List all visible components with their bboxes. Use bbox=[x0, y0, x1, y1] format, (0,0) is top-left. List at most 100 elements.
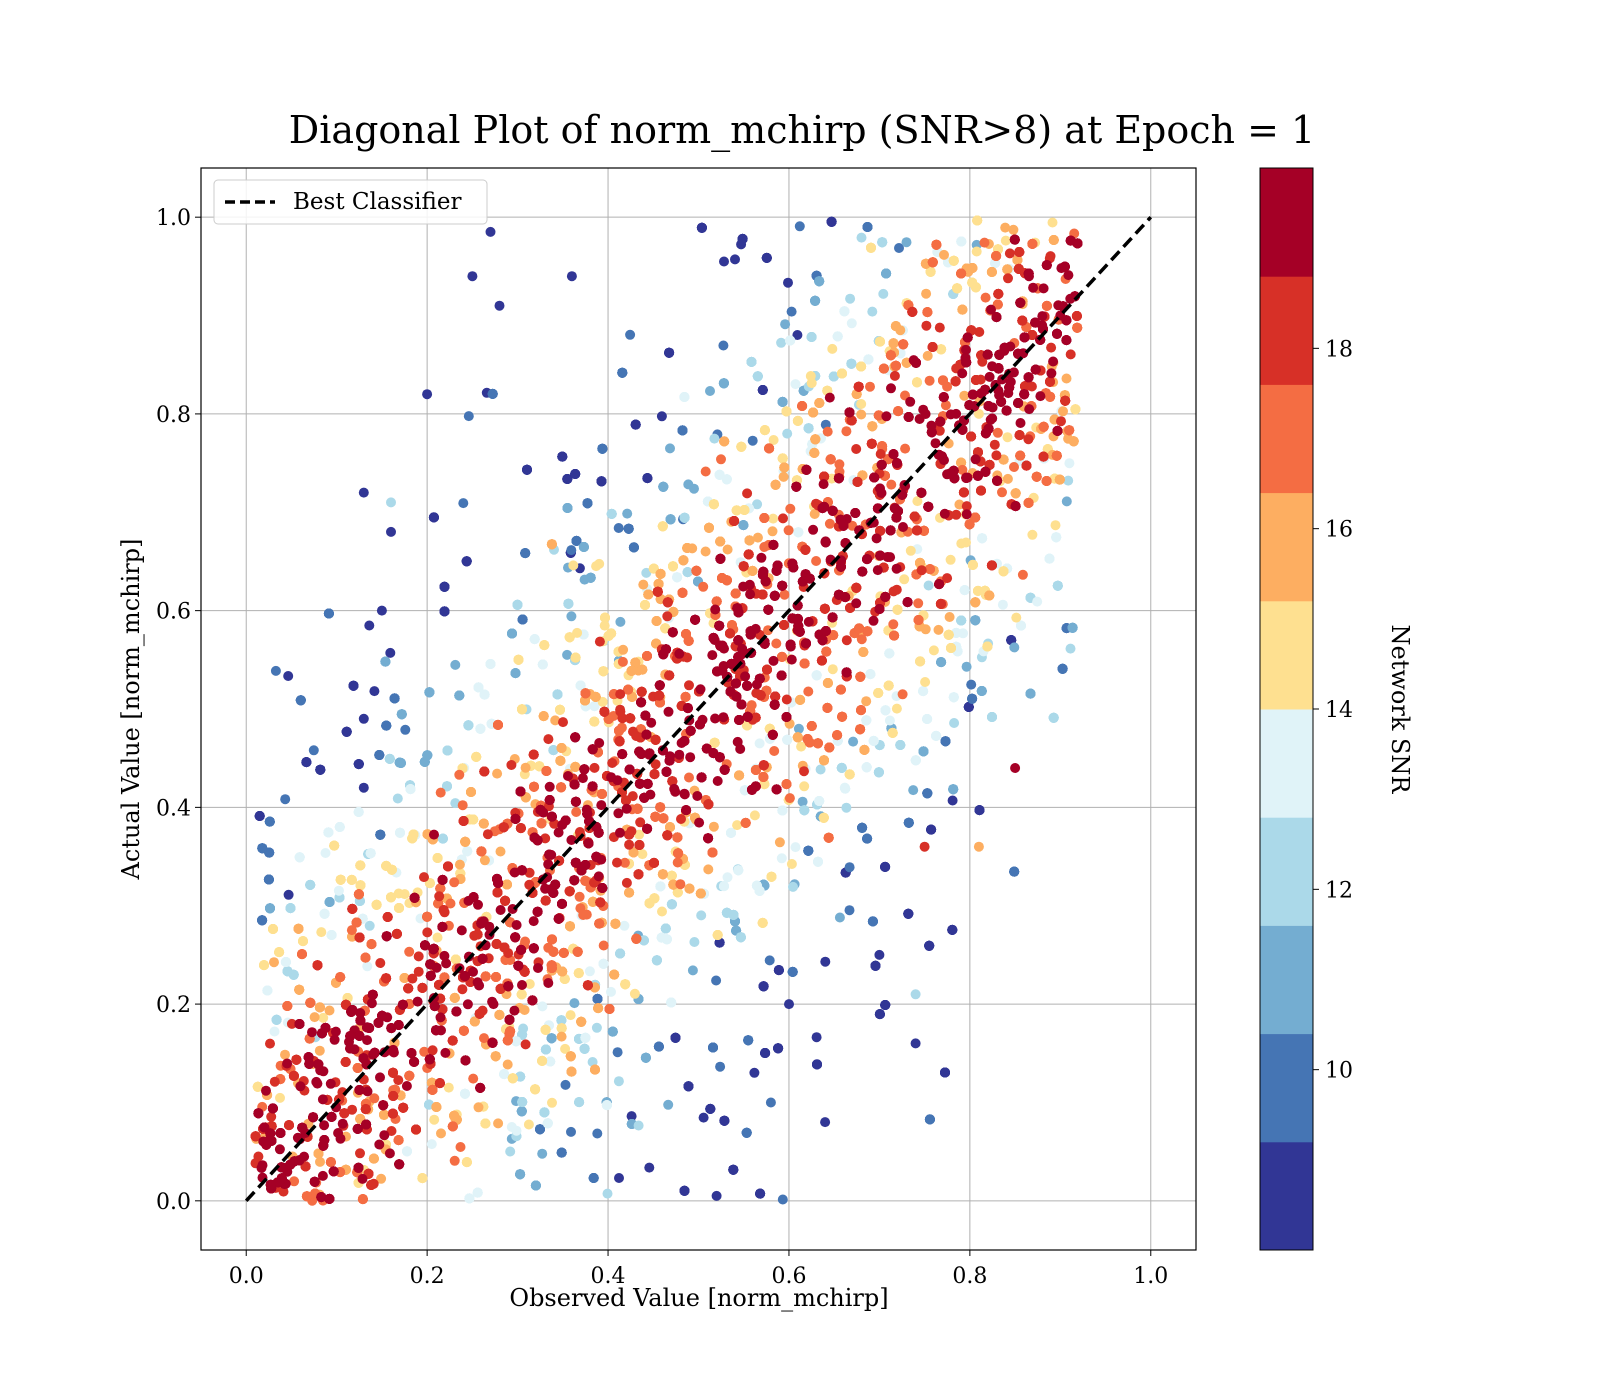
scatter-point bbox=[820, 956, 831, 967]
scatter-point bbox=[614, 1173, 624, 1183]
scatter-point bbox=[766, 871, 777, 882]
scatter-point bbox=[1032, 596, 1043, 607]
scatter-point bbox=[901, 237, 912, 248]
scatter-point bbox=[502, 1059, 513, 1070]
scatter-point bbox=[689, 937, 700, 947]
scatter-point bbox=[570, 469, 581, 479]
scatter-point bbox=[466, 787, 476, 797]
scatter-point bbox=[394, 757, 405, 768]
scatter-point bbox=[574, 1097, 585, 1108]
scatter-point bbox=[665, 514, 676, 525]
scatter-point bbox=[319, 908, 330, 919]
scatter-point bbox=[761, 252, 772, 263]
scatter-point bbox=[274, 947, 285, 958]
scatter-point bbox=[841, 802, 852, 813]
scatter-point bbox=[633, 1120, 644, 1131]
scatter-point bbox=[439, 581, 450, 592]
scatter-point bbox=[644, 898, 655, 909]
scatter-point bbox=[454, 690, 465, 701]
scatter-point bbox=[1050, 520, 1061, 531]
scatter-point bbox=[664, 347, 675, 358]
scatter-point bbox=[711, 975, 722, 986]
scatter-point bbox=[832, 730, 843, 741]
scatter-point bbox=[977, 533, 988, 544]
scatter-point bbox=[920, 677, 931, 687]
scatter-point bbox=[494, 300, 505, 311]
scatter-point bbox=[767, 526, 778, 537]
scatter-point bbox=[708, 821, 719, 832]
scatter-point bbox=[790, 379, 801, 390]
scatter-point bbox=[862, 833, 873, 844]
scatter-point bbox=[392, 793, 403, 804]
scatter-point bbox=[940, 1067, 950, 1078]
scatter-point bbox=[719, 881, 729, 892]
scatter-point bbox=[283, 671, 294, 681]
scatter-point bbox=[1011, 612, 1022, 623]
scatter-point bbox=[959, 585, 970, 596]
scatter-point bbox=[464, 1193, 475, 1204]
scatter-point bbox=[803, 423, 814, 434]
scatter-point bbox=[874, 1009, 885, 1020]
scatter-point bbox=[384, 753, 395, 764]
scatter-point bbox=[912, 377, 922, 388]
scatter-point bbox=[696, 222, 707, 233]
scatter-point bbox=[759, 513, 770, 523]
scatter-point bbox=[537, 659, 548, 670]
scatter-point bbox=[779, 462, 790, 473]
scatter-point bbox=[597, 443, 608, 454]
scatter-point bbox=[449, 992, 460, 1003]
scatter-point bbox=[1044, 553, 1055, 564]
scatter-point bbox=[844, 769, 855, 780]
scatter-point bbox=[556, 1031, 567, 1042]
scatter-point bbox=[696, 910, 707, 921]
scatter-point bbox=[948, 255, 959, 266]
scatter-point bbox=[335, 874, 346, 885]
scatter-point bbox=[573, 968, 584, 979]
scatter-point bbox=[473, 1102, 484, 1113]
scatter-point bbox=[626, 665, 637, 676]
scatter-point bbox=[443, 1082, 454, 1093]
scatter-point bbox=[517, 704, 527, 715]
scatter-point bbox=[735, 932, 746, 943]
scatter-point bbox=[672, 572, 683, 583]
scatter-point bbox=[638, 579, 649, 590]
scatter-point bbox=[666, 997, 677, 1008]
scatter-point bbox=[858, 647, 869, 657]
scatter-point bbox=[836, 762, 847, 773]
scatter-point bbox=[556, 743, 567, 753]
scatter-point bbox=[386, 864, 397, 875]
scatter-point bbox=[381, 720, 392, 731]
scatter-point bbox=[948, 784, 959, 795]
scatter-point bbox=[516, 989, 527, 1000]
scatter-point bbox=[799, 781, 810, 792]
scatter-point bbox=[519, 1005, 530, 1015]
scatter-point bbox=[460, 836, 471, 847]
scatter-point bbox=[792, 330, 803, 340]
scatter-point bbox=[442, 781, 452, 792]
scatter-point bbox=[768, 435, 779, 445]
scatter-point bbox=[492, 768, 503, 779]
scatter-point bbox=[677, 425, 688, 436]
scatter-point bbox=[861, 715, 872, 726]
scatter-point bbox=[679, 512, 690, 523]
scatter-point bbox=[728, 1164, 739, 1175]
scatter-point bbox=[971, 246, 982, 257]
scatter-point bbox=[746, 356, 757, 367]
scatter-point bbox=[781, 779, 792, 790]
scatter-point bbox=[432, 932, 443, 943]
scatter-point bbox=[695, 888, 706, 899]
scatter-point bbox=[424, 687, 435, 698]
scatter-point bbox=[393, 888, 404, 899]
scatter-point bbox=[334, 822, 345, 832]
scatter-point bbox=[806, 378, 817, 389]
scatter-point bbox=[592, 1128, 603, 1139]
scatter-point bbox=[568, 560, 579, 571]
scatter-point bbox=[547, 1097, 557, 1108]
scatter-point bbox=[718, 378, 729, 389]
scatter-point bbox=[607, 1026, 618, 1037]
scatter-point bbox=[961, 537, 971, 548]
scatter-point bbox=[591, 1022, 602, 1033]
scatter-point bbox=[417, 1173, 428, 1184]
scatter-point bbox=[529, 634, 540, 645]
scatter-point bbox=[450, 659, 461, 670]
